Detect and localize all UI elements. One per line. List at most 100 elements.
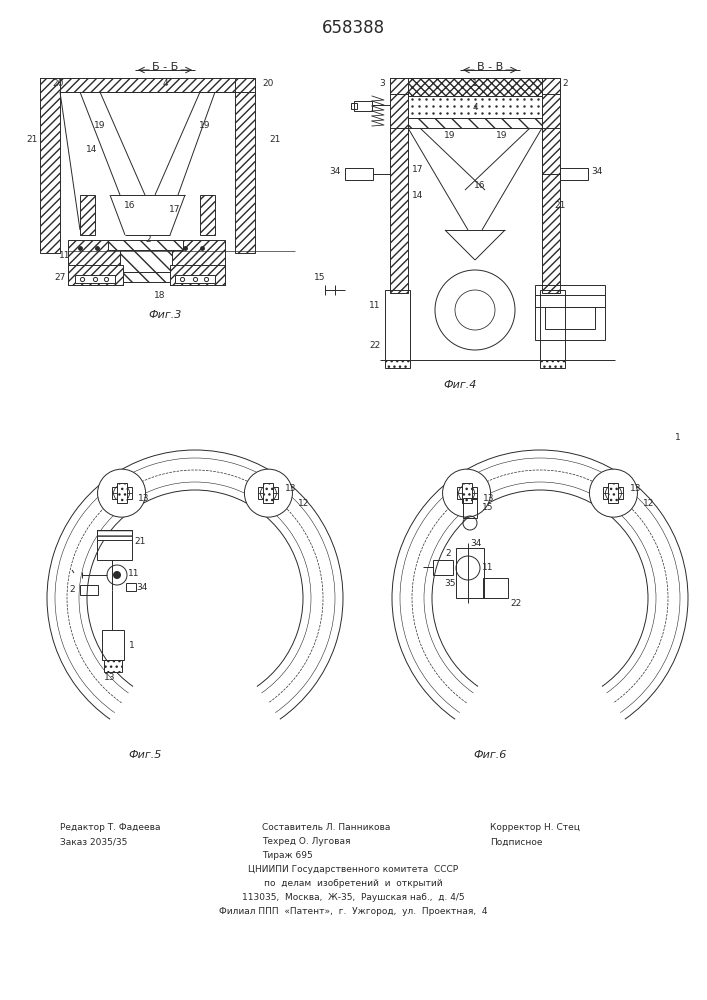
Bar xyxy=(408,118,542,128)
Bar xyxy=(433,560,453,575)
Text: 14: 14 xyxy=(86,145,98,154)
Text: Корректор Н. Стец: Корректор Н. Стец xyxy=(490,824,580,832)
Text: 35: 35 xyxy=(444,578,456,587)
Bar xyxy=(68,240,123,285)
Text: 3: 3 xyxy=(379,79,385,88)
Text: 13: 13 xyxy=(285,484,296,493)
Text: 1: 1 xyxy=(129,641,135,650)
Text: 2: 2 xyxy=(145,235,151,244)
Bar xyxy=(385,360,410,368)
Bar xyxy=(390,78,408,208)
Bar xyxy=(97,530,132,560)
Text: 17: 17 xyxy=(412,165,423,174)
Circle shape xyxy=(443,469,491,517)
Text: Фиг.3: Фиг.3 xyxy=(148,310,182,320)
Bar xyxy=(542,128,560,293)
Circle shape xyxy=(245,469,293,517)
Bar xyxy=(408,96,542,118)
Text: Заказ 2035/35: Заказ 2035/35 xyxy=(60,838,127,846)
Text: Редактор Т. Фадеева: Редактор Т. Фадеева xyxy=(60,824,160,832)
Bar xyxy=(104,660,122,672)
Circle shape xyxy=(113,571,121,579)
Text: 19: 19 xyxy=(199,120,211,129)
Bar xyxy=(540,290,565,360)
Text: 13: 13 xyxy=(630,484,641,493)
Text: 34: 34 xyxy=(136,582,148,591)
Text: 2: 2 xyxy=(445,548,451,558)
Text: Подписное: Подписное xyxy=(490,838,542,846)
Bar xyxy=(117,483,127,503)
Bar xyxy=(235,78,255,253)
Bar xyxy=(259,487,279,499)
Bar xyxy=(457,487,477,499)
Text: 16: 16 xyxy=(474,180,486,190)
Bar xyxy=(108,240,183,250)
Bar xyxy=(408,78,542,96)
Bar xyxy=(535,295,605,307)
Text: Филиал ППП  «Патент»,  г.  Ужгород,  ул.  Проектная,  4: Филиал ППП «Патент», г. Ужгород, ул. Про… xyxy=(218,908,487,916)
Text: 34: 34 xyxy=(329,167,341,176)
Text: 11: 11 xyxy=(128,568,140,578)
Text: 22: 22 xyxy=(369,340,380,350)
Text: Б - Б: Б - Б xyxy=(152,62,178,72)
Text: 11: 11 xyxy=(482,564,493,572)
Text: 27: 27 xyxy=(54,273,66,282)
Bar xyxy=(264,483,274,503)
Bar xyxy=(75,275,115,283)
Bar xyxy=(535,285,605,340)
Text: 16: 16 xyxy=(124,200,136,210)
Bar xyxy=(170,265,225,285)
Bar xyxy=(126,583,136,591)
Text: 13: 13 xyxy=(483,494,494,503)
Bar xyxy=(603,487,624,499)
Text: 4: 4 xyxy=(162,79,168,88)
Text: Фиг.4: Фиг.4 xyxy=(443,380,477,390)
Bar xyxy=(40,78,60,253)
Bar xyxy=(462,483,472,503)
Text: 4: 4 xyxy=(472,104,478,112)
Bar xyxy=(483,578,508,598)
Bar xyxy=(540,360,565,368)
Bar xyxy=(390,128,408,293)
Bar xyxy=(456,548,484,598)
Text: 2: 2 xyxy=(69,585,75,594)
Text: по  делам  изобретений  и  открытий: по делам изобретений и открытий xyxy=(264,880,443,888)
Bar xyxy=(170,240,225,285)
Text: 12: 12 xyxy=(643,499,654,508)
Bar xyxy=(102,630,124,660)
Bar xyxy=(68,265,123,285)
Bar xyxy=(542,78,560,208)
Circle shape xyxy=(98,469,146,517)
Text: 34: 34 xyxy=(470,538,481,548)
Text: 2: 2 xyxy=(562,79,568,88)
Text: 14: 14 xyxy=(412,190,423,200)
Text: Фиг.5: Фиг.5 xyxy=(128,750,162,760)
Bar xyxy=(80,585,98,595)
Text: 19: 19 xyxy=(496,130,508,139)
Text: 34: 34 xyxy=(591,167,602,176)
Text: 21: 21 xyxy=(269,135,281,144)
Text: 19: 19 xyxy=(444,130,456,139)
Circle shape xyxy=(590,469,638,517)
Bar xyxy=(390,78,560,94)
Text: 19: 19 xyxy=(94,120,106,129)
Text: Тираж 695: Тираж 695 xyxy=(262,852,312,860)
Text: ЦНИИПИ Государственного комитета  СССР: ЦНИИПИ Государственного комитета СССР xyxy=(248,865,458,874)
Bar xyxy=(97,530,132,540)
Text: 113035,  Москва,  Ж-35,  Раушская наб.,  д. 4/5: 113035, Москва, Ж-35, Раушская наб., д. … xyxy=(242,894,464,902)
Text: 20: 20 xyxy=(262,79,274,88)
Bar xyxy=(175,275,215,283)
Text: 1: 1 xyxy=(675,434,681,442)
Bar xyxy=(200,195,215,235)
Text: 20: 20 xyxy=(52,79,64,88)
Text: В - В: В - В xyxy=(477,62,503,72)
Bar xyxy=(463,498,477,518)
Text: 22: 22 xyxy=(510,598,522,607)
Bar xyxy=(385,290,410,360)
Text: Техред О. Луговая: Техред О. Луговая xyxy=(262,838,351,846)
Bar xyxy=(108,272,183,282)
Bar xyxy=(120,250,172,272)
Bar xyxy=(354,101,372,111)
Bar xyxy=(112,487,132,499)
Text: 18: 18 xyxy=(154,290,165,300)
